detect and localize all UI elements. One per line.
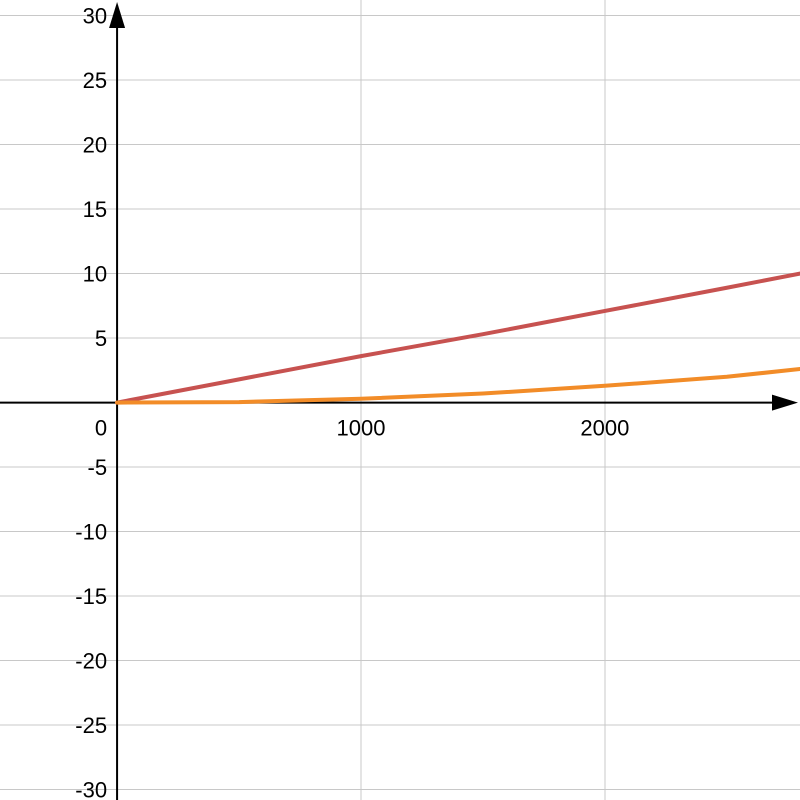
series-line-1 [115, 271, 800, 405]
y-tick-label: -20 [75, 649, 107, 674]
y-tick-label: 30 [83, 3, 107, 28]
y-tick-label: 10 [83, 262, 107, 287]
y-tick-label: 15 [83, 197, 107, 222]
y-tick-label: -5 [88, 455, 108, 480]
y-tick-label: -30 [75, 778, 107, 800]
y-tick-label: 25 [83, 68, 107, 93]
x-axis-arrow-icon [772, 394, 798, 411]
origin-label: 0 [95, 416, 107, 441]
x-tick-label: 1000 [336, 416, 385, 441]
series-group [115, 271, 800, 405]
y-tick-label: -25 [75, 713, 107, 738]
x-tick-label: 2000 [580, 416, 629, 441]
y-axis-arrow-icon [109, 2, 126, 28]
tick-labels: 30 25 20 15 10 5 -5 -10 -15 -20 -25 -30 1000 2000 0 [75, 3, 629, 800]
y-tick-label: 20 [83, 133, 107, 158]
y-tick-label: 5 [95, 326, 107, 351]
series-line-2 [115, 367, 800, 405]
y-tick-label: -15 [75, 584, 107, 609]
y-tick-label: -10 [75, 520, 107, 545]
